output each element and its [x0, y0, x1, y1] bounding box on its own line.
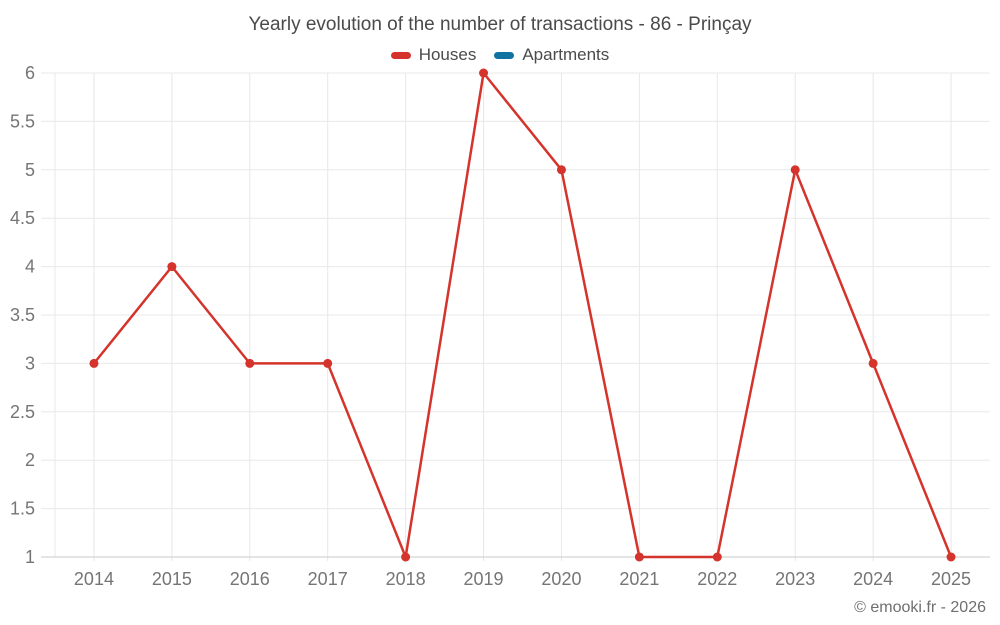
houses-data-point[interactable] [868, 358, 878, 368]
y-tick-label: 2 [25, 450, 35, 470]
houses-series-line [92, 71, 953, 559]
x-tick-label: 2016 [230, 569, 270, 589]
houses-data-point[interactable] [712, 552, 722, 562]
houses-data-point[interactable] [556, 165, 566, 175]
legend-label-apartments: Apartments [522, 45, 610, 64]
houses-data-point[interactable] [245, 358, 255, 368]
legend-item-apartments[interactable]: Apartments [494, 45, 609, 65]
x-tick-label: 2017 [308, 569, 348, 589]
x-tick-label: 2023 [775, 569, 815, 589]
y-tick-label: 2.5 [10, 402, 35, 422]
y-tick-label: 1.5 [10, 499, 35, 519]
chart-legend: Houses Apartments [0, 45, 1000, 65]
houses-data-point[interactable] [790, 165, 800, 175]
houses-data-point[interactable] [946, 552, 956, 562]
x-tick-label: 2014 [74, 569, 114, 589]
x-tick-label: 2022 [697, 569, 737, 589]
y-tick-label: 1 [25, 547, 35, 567]
y-tick-label: 3 [25, 353, 35, 373]
legend-label-houses: Houses [418, 45, 477, 64]
y-tick-label: 4.5 [10, 208, 35, 228]
x-tick-label: 2025 [931, 569, 971, 589]
houses-data-point[interactable] [167, 262, 177, 272]
x-tick-label: 2024 [853, 569, 893, 589]
x-tick-label: 2019 [464, 569, 504, 589]
x-tick-label: 2021 [619, 569, 659, 589]
y-tick-label: 6 [25, 63, 35, 83]
houses-data-point[interactable] [89, 358, 99, 368]
apartments-legend-swatch-icon [494, 51, 515, 59]
page-title: Yearly evolution of the number of transa… [248, 14, 752, 35]
x-tick-label: 2015 [152, 569, 192, 589]
x-tick-label: 2018 [386, 569, 426, 589]
houses-data-point[interactable] [323, 358, 333, 368]
y-tick-label: 4 [25, 257, 35, 277]
legend-item-houses[interactable]: Houses [390, 45, 477, 65]
copyright-footer: © emooki.fr - 2026 [854, 599, 986, 616]
x-tick-label: 2020 [541, 569, 581, 589]
houses-data-point[interactable] [634, 552, 644, 562]
houses-data-point[interactable] [401, 552, 411, 562]
houses-legend-swatch-icon [390, 51, 411, 59]
houses-data-point[interactable] [479, 68, 489, 78]
y-tick-label: 5.5 [10, 111, 35, 131]
y-tick-label: 3.5 [10, 305, 35, 325]
y-tick-label: 5 [25, 160, 35, 180]
